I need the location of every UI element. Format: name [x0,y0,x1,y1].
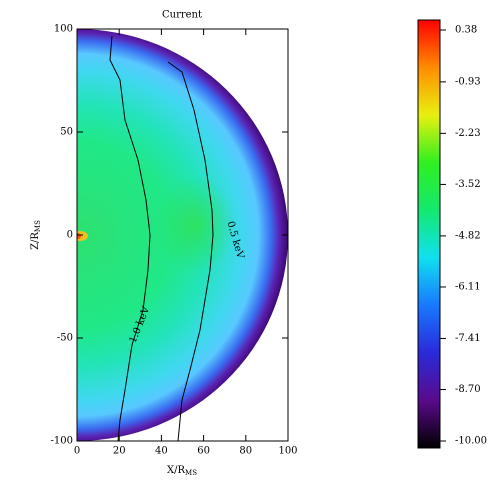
colorbar-tick-label: -3.52 [455,179,481,190]
colorbar-tick-label: -7.41 [455,333,481,344]
x-tick-label: 0 [74,446,80,457]
colorbar-tick-label: -0.93 [455,76,481,87]
y-axis-label-sub: MS [34,220,42,232]
y-axis-label-text: Z/R [30,232,41,250]
x-tick-label: 20 [113,446,126,457]
y-tick-label: 50 [60,127,73,138]
y-tick-label: -50 [57,333,73,344]
x-axis-label-text: X/R [167,465,185,476]
x-axis-label: X/RMS [167,465,197,478]
x-tick-label: 80 [239,446,252,457]
colorbar-tick-label: -10.00 [455,436,487,447]
x-tick-label: 40 [155,446,168,457]
x-tick-label: 60 [197,446,210,457]
colorbar-tick-label: -2.23 [455,128,481,139]
y-tick-label: 0 [67,230,73,241]
x-axis-label-sub: MS [185,469,197,477]
colorbar-tick-label: -4.82 [455,230,481,241]
heatmap [77,29,288,441]
colorbar-tick-label: -8.70 [455,384,481,395]
colorbar-tick-label: -6.11 [455,281,481,292]
y-tick-label: -100 [51,436,73,447]
y-tick-label: 100 [54,24,73,35]
y-axis-label: Z/RMS [30,220,43,250]
x-tick-label: 100 [278,446,297,457]
colorbar-tick-label: 0.38 [455,25,477,36]
chart-title: Current [162,10,202,21]
colorbar [417,19,441,449]
